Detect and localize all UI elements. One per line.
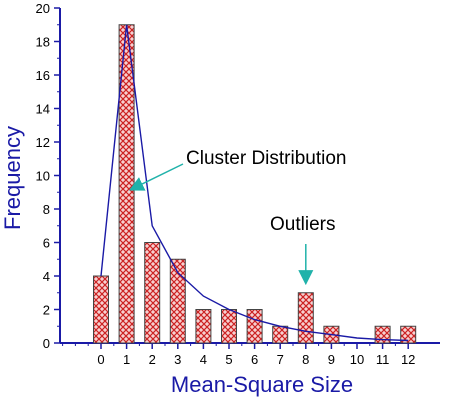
y-tick-label: 10 (36, 169, 50, 184)
x-tick-label: 4 (200, 352, 207, 367)
bar (246, 309, 263, 344)
x-tick-label: 9 (328, 352, 335, 367)
bar (374, 325, 391, 344)
y-axis-label: Frequency (0, 126, 25, 230)
y-tick-label: 20 (36, 1, 50, 16)
annotations: Cluster Distribution Outliers (128, 148, 347, 286)
y-tick-label: 6 (43, 236, 50, 251)
fit-curve-line (100, 24, 409, 342)
bar (400, 325, 417, 344)
y-tick-label: 14 (36, 102, 50, 117)
annotation-outliers: Outliers (270, 214, 335, 235)
bar (297, 292, 314, 344)
y-axis: 0 2 4 6 8 10 12 14 16 18 20 (36, 1, 61, 351)
x-axis: 0 1 2 3 4 5 6 7 8 9 10 11 12 (60, 342, 440, 367)
bar (195, 309, 212, 344)
x-tick-label: 7 (277, 352, 284, 367)
y-tick-label: 4 (43, 269, 50, 284)
y-tick-label: 12 (36, 135, 50, 150)
bar (169, 258, 186, 344)
bar (93, 275, 109, 344)
x-tick-label: 8 (302, 352, 309, 367)
y-tick-label: 2 (43, 303, 50, 318)
x-tick-label: 10 (350, 352, 364, 367)
bar (221, 309, 237, 344)
x-tick-label: 6 (251, 352, 258, 367)
x-tick-label: 1 (123, 352, 130, 367)
annotation-cluster-distribution: Cluster Distribution (186, 148, 347, 169)
bar (144, 242, 161, 344)
x-axis-label: Mean-Square Size (171, 372, 353, 397)
x-tick-label: 0 (97, 352, 104, 367)
fit-curve (100, 24, 409, 342)
bar (272, 325, 289, 344)
y-tick-label: 8 (43, 202, 50, 217)
x-tick-label: 5 (225, 352, 232, 367)
y-tick-label: 18 (36, 35, 50, 50)
y-tick-label: 16 (36, 68, 50, 83)
x-tick-label: 11 (376, 352, 390, 367)
x-tick-label: 12 (401, 352, 415, 367)
y-tick-label: 0 (43, 336, 50, 351)
x-tick-label: 2 (149, 352, 156, 367)
x-tick-label: 3 (174, 352, 181, 367)
annotation-arrow-cluster (128, 163, 184, 191)
